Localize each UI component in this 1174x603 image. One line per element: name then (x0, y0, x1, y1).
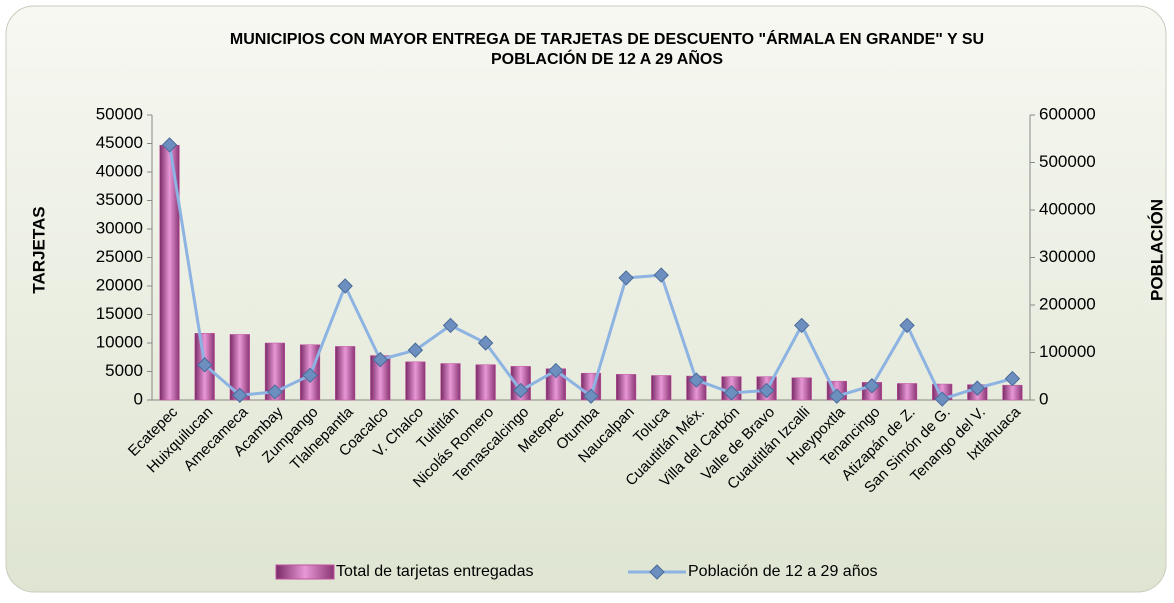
line-marker (864, 378, 880, 394)
bar (405, 361, 426, 401)
bar (335, 346, 356, 401)
legend-swatch (275, 564, 335, 580)
line-marker (618, 270, 634, 286)
line-marker (196, 357, 213, 373)
bar (616, 374, 637, 401)
y2-tick-label: 600000 (1039, 104, 1096, 123)
line-marker (583, 388, 599, 404)
y2-axis-label: POBLACIÓN (1147, 199, 1166, 301)
line-marker (899, 317, 915, 334)
line-marker (688, 372, 705, 388)
y2-tick-label: 200000 (1039, 294, 1096, 313)
y2-tick-label: 300000 (1039, 247, 1096, 266)
y-tick-label: 5000 (105, 361, 143, 380)
line-marker (477, 335, 494, 351)
line-marker (934, 391, 950, 407)
bar (264, 342, 286, 401)
line-marker (758, 382, 775, 399)
line-marker (442, 317, 459, 334)
line-marker (407, 342, 424, 358)
line-marker (548, 362, 564, 379)
y-tick-label: 25000 (96, 247, 143, 266)
legend-label: Total de tarjetas entregadas (336, 563, 533, 580)
line-marker (513, 382, 529, 399)
y-tick-label: 50000 (96, 104, 143, 123)
y2-tick-label: 100000 (1039, 342, 1096, 361)
bar (651, 375, 672, 401)
line-marker (969, 380, 986, 396)
y-tick-label: 15000 (96, 304, 143, 323)
bar (440, 363, 461, 401)
line-marker (302, 367, 318, 384)
background (5, 5, 1167, 593)
y2-tick-label: 400000 (1039, 199, 1096, 218)
line-marker (372, 351, 388, 368)
bar (475, 364, 496, 401)
legend-marker (649, 564, 665, 580)
line-marker (161, 137, 178, 153)
y-tick-label: 20000 (96, 275, 143, 294)
line-marker (337, 278, 353, 294)
line-marker (829, 388, 845, 404)
bar (1002, 384, 1023, 401)
line-marker (232, 387, 248, 403)
y2-tick-label: 500000 (1039, 152, 1096, 171)
line-marker (267, 384, 283, 400)
y-tick-label: 0 (134, 389, 143, 408)
y-tick-label: 10000 (96, 332, 143, 351)
y-tick-label: 40000 (96, 161, 143, 180)
chart-title: MUNICIPIOS CON MAYOR ENTREGA DE TARJETAS… (229, 31, 985, 68)
y-axis-label: TARJETAS (29, 206, 48, 293)
legend-label: Población de 12 a 29 años (688, 563, 877, 580)
line-marker (794, 317, 810, 334)
bar (791, 377, 812, 401)
y-tick-label: 35000 (96, 190, 143, 209)
bar (896, 383, 918, 401)
line-marker (1004, 370, 1021, 387)
y-tick-label: 45000 (96, 133, 143, 152)
y-tick-label: 30000 (96, 218, 143, 237)
line-marker (723, 385, 740, 401)
line-marker (653, 267, 669, 283)
y2-tick-label: 0 (1039, 389, 1048, 408)
